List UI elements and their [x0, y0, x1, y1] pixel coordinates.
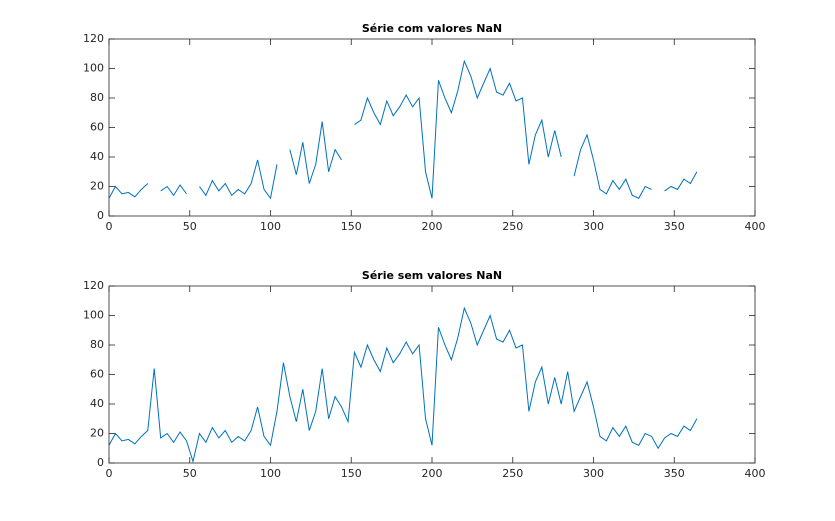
x-tick-label: 150	[341, 220, 362, 233]
x-tick-label: 400	[745, 220, 766, 233]
x-tick-label: 0	[106, 467, 113, 480]
x-tick-label: 150	[341, 467, 362, 480]
y-tick-label: 100	[83, 309, 104, 322]
y-tick-label: 80	[90, 91, 104, 104]
x-tick-label: 250	[502, 220, 523, 233]
x-tick-label: 350	[664, 467, 685, 480]
x-tick-label: 400	[745, 467, 766, 480]
x-tick-label: 200	[422, 220, 443, 233]
x-tick-label: 300	[583, 220, 604, 233]
x-tick-label: 250	[502, 467, 523, 480]
x-tick-label: 200	[422, 467, 443, 480]
x-tick-label: 0	[106, 220, 113, 233]
y-tick-label: 80	[90, 338, 104, 351]
x-tick-label: 50	[183, 220, 197, 233]
axes-background	[109, 39, 755, 216]
x-tick-label: 350	[664, 220, 685, 233]
data-line	[108, 59, 698, 200]
y-tick-label: 20	[90, 180, 104, 193]
y-tick-label: 0	[97, 456, 104, 469]
data-line	[108, 306, 698, 464]
x-tick-label: 300	[583, 467, 604, 480]
y-tick-label: 60	[90, 121, 104, 134]
y-tick-label: 40	[90, 397, 104, 410]
x-tick-label: 100	[260, 220, 281, 233]
y-tick-label: 0	[97, 209, 104, 222]
y-tick-label: 60	[90, 368, 104, 381]
y-tick-label: 100	[83, 62, 104, 75]
y-tick-label: 20	[90, 427, 104, 440]
y-tick-label: 40	[90, 150, 104, 163]
x-tick-label: 100	[260, 467, 281, 480]
y-tick-label: 120	[83, 32, 104, 45]
axes-background	[109, 286, 755, 463]
chart-title: Série sem valores NaN	[362, 269, 502, 282]
x-tick-label: 50	[183, 467, 197, 480]
chart-title: Série com valores NaN	[362, 22, 502, 35]
y-tick-label: 120	[83, 279, 104, 292]
